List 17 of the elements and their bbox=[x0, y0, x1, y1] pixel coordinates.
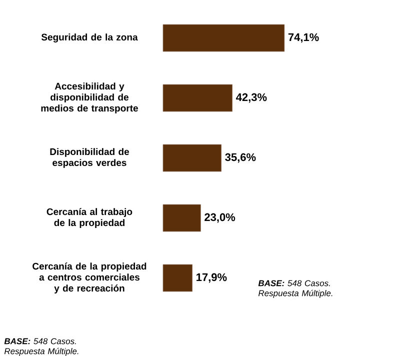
bar bbox=[162, 24, 285, 52]
data-label: 42,3% bbox=[236, 93, 267, 103]
bar bbox=[162, 144, 222, 172]
y-tick-label: Disponibilidad de espacios verdes bbox=[50, 148, 130, 168]
bar bbox=[162, 84, 233, 112]
text: BASE: 548 Casos. Respuesta Múltiple. bbox=[4, 338, 78, 356]
y-tick-label: Cercanía al trabajo de la propiedad bbox=[46, 208, 132, 228]
data-label: 17,9% bbox=[196, 273, 227, 283]
bar bbox=[162, 204, 201, 232]
data-label: 35,6% bbox=[225, 153, 256, 163]
data-label: 23,0% bbox=[204, 213, 236, 223]
y-tick-label: Seguridad de la zona bbox=[41, 34, 138, 42]
y-tick-label: Accesibilidad y disponibilidad de medios de transporte bbox=[41, 82, 138, 114]
bar bbox=[162, 264, 193, 292]
data-label: 74,1% bbox=[288, 33, 319, 43]
annotation: BASE: 548 Casos. Respuesta Múltiple. bbox=[258, 280, 332, 298]
y-tick-label: Cercanía de la propiedad a centros comerciales y de recreación bbox=[32, 262, 146, 294]
